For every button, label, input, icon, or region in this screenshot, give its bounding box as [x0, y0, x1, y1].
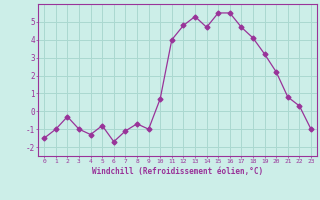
X-axis label: Windchill (Refroidissement éolien,°C): Windchill (Refroidissement éolien,°C): [92, 167, 263, 176]
